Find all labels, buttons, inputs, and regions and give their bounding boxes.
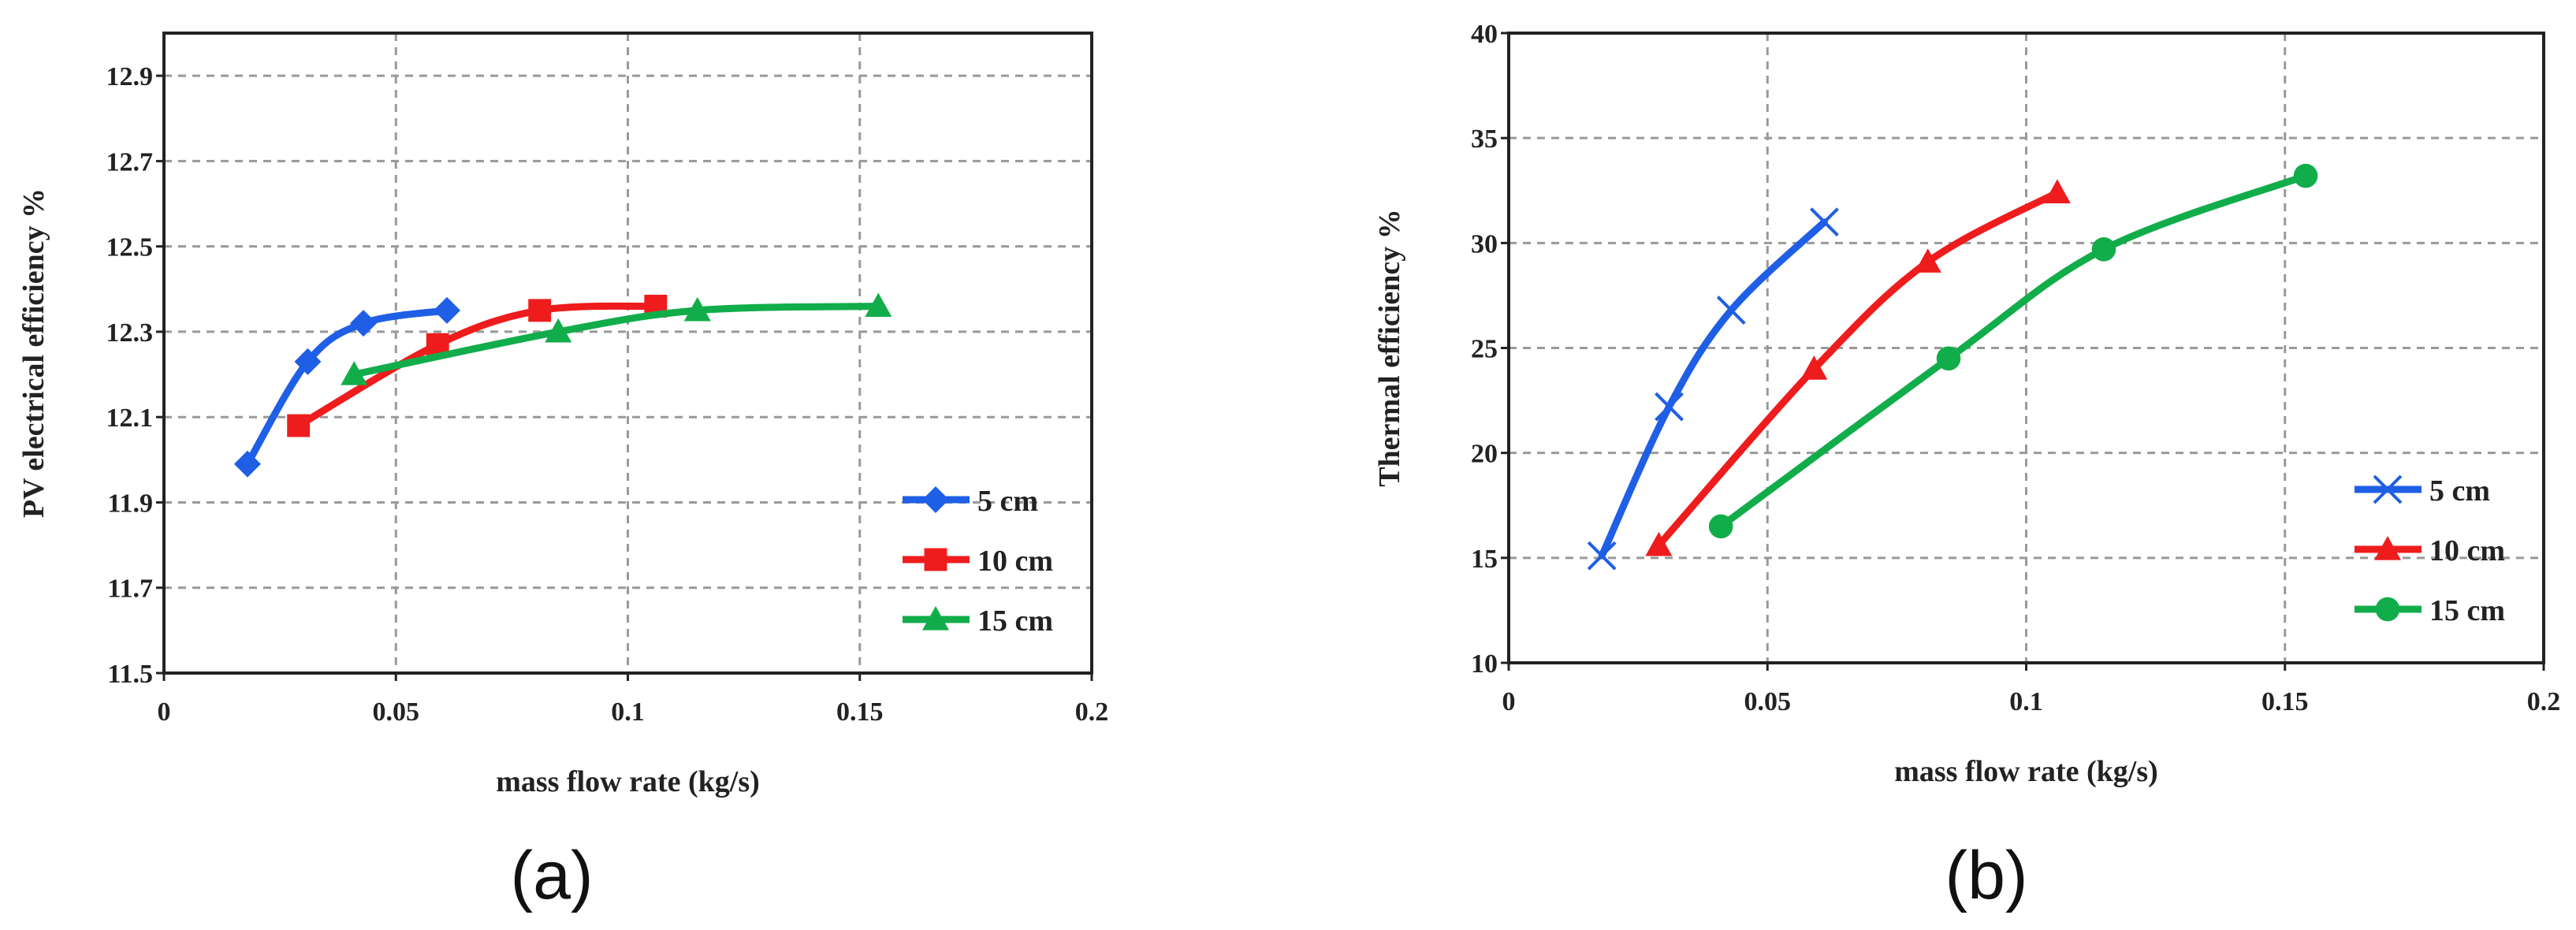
y-tick-label: 12.7 bbox=[106, 147, 154, 177]
series-line bbox=[350, 302, 882, 378]
y-tick-label: 12.1 bbox=[106, 404, 154, 433]
legend-item: 5 cm bbox=[903, 485, 1038, 518]
y-tick-label: 20 bbox=[1471, 440, 1498, 469]
data-point bbox=[545, 318, 572, 343]
x-tick-label: 0.2 bbox=[2527, 687, 2561, 716]
legend-item: 5 cm bbox=[2355, 474, 2490, 508]
data-point bbox=[528, 299, 552, 322]
data-point bbox=[1708, 514, 1733, 539]
legend-marker bbox=[2373, 474, 2403, 504]
data-point bbox=[350, 310, 378, 337]
series-15-cm bbox=[1708, 163, 2318, 539]
data-point bbox=[1716, 296, 1746, 325]
legend-item: 10 cm bbox=[903, 545, 1053, 578]
x-tick-label: 0.1 bbox=[611, 698, 645, 727]
data-point bbox=[287, 414, 311, 437]
data-point bbox=[1914, 248, 1941, 273]
legend-item: 15 cm bbox=[903, 604, 1053, 638]
x-tick-label: 0.05 bbox=[1744, 687, 1792, 716]
y-axis-label: PV electrical efficiency % bbox=[17, 188, 50, 518]
data-point bbox=[1800, 355, 1828, 380]
data-point bbox=[433, 296, 460, 324]
plot-frame bbox=[1507, 32, 2545, 664]
x-tick-label: 0.1 bbox=[2009, 687, 2043, 716]
series-line bbox=[1655, 188, 2061, 549]
legend-item: 15 cm bbox=[2355, 594, 2505, 627]
data-point bbox=[1655, 392, 1684, 422]
series-line bbox=[295, 302, 660, 430]
data-point bbox=[1587, 541, 1617, 571]
y-tick-label: 11.7 bbox=[107, 575, 153, 604]
data-point bbox=[2043, 179, 2071, 204]
x-axis-label: mass flow rate (kg/s) bbox=[496, 765, 760, 798]
legend-label: 10 cm bbox=[2429, 534, 2505, 567]
series-15-cm bbox=[341, 292, 892, 385]
data-point bbox=[865, 292, 892, 318]
data-point bbox=[2293, 163, 2318, 188]
data-point bbox=[1810, 207, 1839, 237]
x-tick-label: 0.15 bbox=[2261, 687, 2309, 716]
data-point bbox=[683, 296, 711, 322]
legend-marker bbox=[2374, 536, 2401, 560]
series-line bbox=[1717, 172, 2310, 530]
series-line bbox=[1598, 218, 1828, 560]
y-tick-label: 40 bbox=[1471, 20, 1498, 49]
y-tick-label: 35 bbox=[1471, 125, 1498, 154]
legend-marker bbox=[2375, 597, 2400, 622]
legend-label: 5 cm bbox=[977, 485, 1038, 518]
chart-panel-b: 10 15 20 25 30 35 40 0 0.05 0.1 0.15 0.2 mass flow r… bbox=[1373, 20, 2560, 913]
y-tick-label: 11.9 bbox=[107, 489, 153, 518]
series-10-cm bbox=[1645, 179, 2071, 556]
legend-marker bbox=[924, 548, 947, 571]
y-tick-label: 25 bbox=[1471, 335, 1498, 364]
data-point bbox=[341, 361, 368, 385]
legend-label: 5 cm bbox=[2429, 474, 2490, 508]
y-tick-label: 12.9 bbox=[106, 62, 154, 91]
x-tick-label: 0.05 bbox=[373, 698, 420, 727]
x-tick-label: 0.15 bbox=[836, 698, 884, 727]
y-axis-label: Thermal efficiency % bbox=[1373, 209, 1406, 486]
data-point bbox=[233, 450, 261, 478]
x-axis-label: mass flow rate (kg/s) bbox=[1894, 755, 2158, 788]
series-5-cm bbox=[233, 296, 460, 478]
y-tick-label: 30 bbox=[1471, 229, 1498, 259]
data-point bbox=[1645, 531, 1673, 556]
y-tick-label: 15 bbox=[1471, 545, 1498, 574]
plot-frame bbox=[162, 32, 1093, 675]
panel-label: (a) bbox=[510, 838, 593, 913]
series-10-cm bbox=[287, 295, 668, 437]
data-point bbox=[2091, 237, 2116, 262]
y-tick-label: 10 bbox=[1471, 649, 1498, 679]
data-point bbox=[294, 348, 322, 375]
panel-label: (b) bbox=[1945, 838, 2027, 913]
series-5-cm bbox=[1587, 207, 1839, 571]
x-tick-label: 0 bbox=[1502, 687, 1516, 716]
legend-label: 15 cm bbox=[2429, 594, 2505, 627]
x-tick-label: 0 bbox=[158, 698, 171, 727]
y-tick-label: 11.5 bbox=[107, 660, 153, 689]
legend-marker bbox=[922, 486, 949, 513]
legend-item: 10 cm bbox=[2355, 534, 2505, 567]
legend-label: 10 cm bbox=[977, 545, 1053, 578]
chart-panel-a: 11.5 11.7 11.9 12.1 12.3 12.5 12.7 12.9 0 0.05 0.1… bbox=[17, 32, 1109, 913]
y-tick-label: 12.5 bbox=[106, 233, 154, 262]
data-point bbox=[1936, 346, 1961, 371]
legend-marker bbox=[922, 606, 949, 631]
x-tick-label: 0.2 bbox=[1075, 698, 1109, 727]
y-tick-label: 12.3 bbox=[106, 318, 154, 348]
series-line bbox=[244, 307, 451, 468]
legend-label: 15 cm bbox=[977, 604, 1053, 638]
